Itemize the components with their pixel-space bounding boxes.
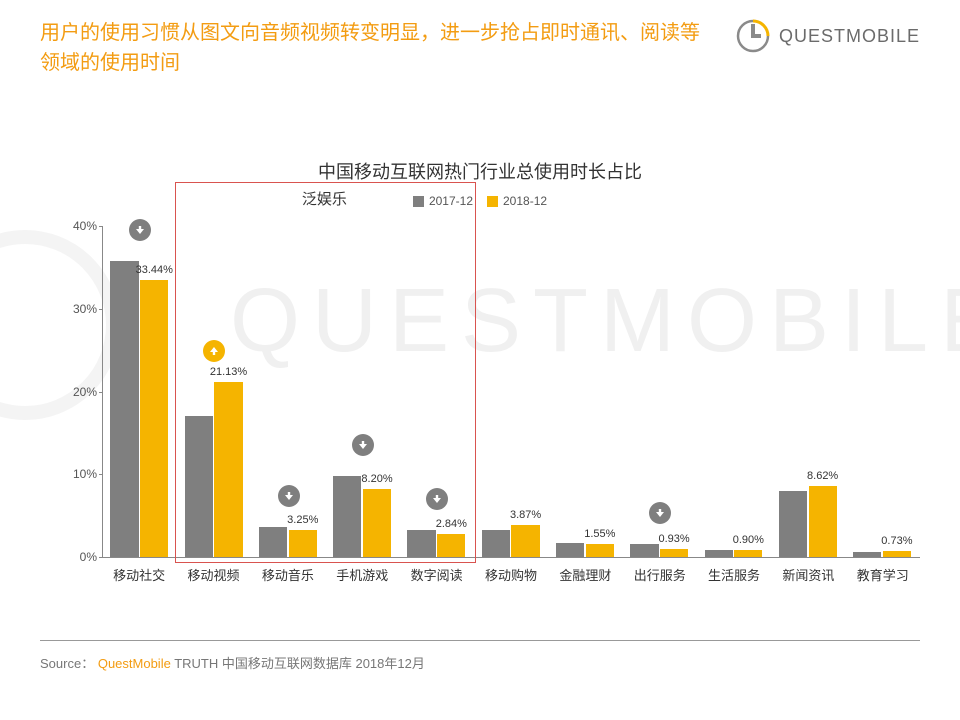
chart-plot: 33.44% 21.13% 3.25% 8.20% 2.84% 3.87% 1.55% 0.9…	[102, 226, 920, 558]
bar-2018	[734, 550, 762, 557]
bar-2017	[185, 416, 213, 557]
category-group: 0.73%	[846, 226, 920, 557]
arrow-down-icon	[129, 219, 151, 241]
bar-value-label: 0.73%	[881, 535, 912, 547]
y-tick-label: 40%	[67, 219, 97, 233]
category-group: 33.44%	[103, 226, 177, 557]
bar-2017	[556, 543, 584, 557]
bar-2018	[437, 534, 465, 558]
bar-value-label: 21.13%	[210, 366, 247, 378]
bars-row: 33.44% 21.13% 3.25% 8.20% 2.84% 3.87% 1.55% 0.9…	[103, 226, 920, 557]
arrow-down-icon	[649, 502, 671, 524]
y-tick-label: 30%	[67, 302, 97, 316]
y-tick-mark	[99, 474, 103, 475]
logo: QUESTMOBILE	[735, 18, 920, 54]
bar-2018	[289, 530, 317, 557]
questmobile-logo-icon	[735, 18, 771, 54]
bar-2017	[110, 261, 138, 557]
bar-2018	[586, 544, 614, 557]
bar-2018	[660, 549, 688, 557]
highlight-label: 泛娱乐	[302, 188, 347, 209]
category-group: 1.55%	[549, 226, 623, 557]
arrow-down-icon	[278, 485, 300, 507]
bar-2018	[214, 382, 242, 557]
chart-title: 中国移动互联网热门行业总使用时长占比	[40, 158, 920, 184]
page-title: 用户的使用习惯从图文向音频视频转变明显，进一步抢占即时通讯、阅读等领域的使用时间	[40, 18, 700, 78]
category-group: 3.87%	[474, 226, 548, 557]
x-axis-label: 移动社交	[102, 565, 176, 584]
bar-value-label: 8.20%	[361, 473, 392, 485]
bar-value-label: 0.93%	[658, 533, 689, 545]
category-group: 8.62%	[771, 226, 845, 557]
x-axis-labels: 移动社交移动视频移动音乐手机游戏数字阅读移动购物金融理财出行服务生活服务新闻资讯…	[102, 565, 920, 584]
legend-item: 2018-12	[487, 194, 547, 208]
bar-2017	[259, 527, 287, 557]
x-axis-label: 移动购物	[474, 565, 548, 584]
x-axis-label: 新闻资讯	[771, 565, 845, 584]
y-tick-mark	[99, 557, 103, 558]
bar-2018	[809, 486, 837, 557]
footer: Source： QuestMobile TRUTH 中国移动互联网数据库 201…	[40, 640, 920, 672]
source-rest: TRUTH 中国移动互联网数据库 2018年12月	[174, 656, 425, 671]
chart-legend: 2017-12 2018-12	[40, 194, 920, 208]
chart-container: 33.44% 21.13% 3.25% 8.20% 2.84% 3.87% 1.55% 0.9…	[70, 226, 920, 596]
bar-value-label: 2.84%	[436, 518, 467, 530]
legend-swatch	[487, 196, 498, 207]
x-axis-label: 数字阅读	[399, 565, 473, 584]
arrow-down-icon	[426, 488, 448, 510]
x-axis-label: 手机游戏	[325, 565, 399, 584]
x-axis-label: 移动视频	[176, 565, 250, 584]
x-axis-label: 金融理财	[548, 565, 622, 584]
bar-value-label: 1.55%	[584, 528, 615, 540]
bar-value-label: 0.90%	[733, 534, 764, 546]
bar-2017	[853, 552, 881, 557]
bar-2017	[482, 530, 510, 557]
bar-2018	[883, 551, 911, 557]
category-group: 8.20%	[326, 226, 400, 557]
y-tick-mark	[99, 226, 103, 227]
source-prefix: Source：	[40, 656, 94, 671]
bar-2017	[630, 544, 658, 557]
x-axis-label: 生活服务	[697, 565, 771, 584]
bar-value-label: 8.62%	[807, 470, 838, 482]
category-group: 0.90%	[697, 226, 771, 557]
x-axis-label: 移动音乐	[251, 565, 325, 584]
y-tick-label: 20%	[67, 385, 97, 399]
y-tick-mark	[99, 392, 103, 393]
bar-2017	[779, 491, 807, 557]
legend-label: 2017-12	[429, 194, 473, 208]
bar-value-label: 3.25%	[287, 514, 318, 526]
category-group: 0.93%	[623, 226, 697, 557]
bar-2017	[333, 476, 361, 557]
bar-2017	[407, 530, 435, 557]
bar-2017	[705, 550, 733, 557]
category-group: 2.84%	[400, 226, 474, 557]
bar-2018	[511, 525, 539, 557]
legend-label: 2018-12	[503, 194, 547, 208]
x-axis-label: 教育学习	[846, 565, 920, 584]
bar-value-label: 3.87%	[510, 509, 541, 521]
source-brand: QuestMobile	[98, 656, 171, 671]
y-tick-label: 10%	[67, 467, 97, 481]
legend-item: 2017-12	[413, 194, 473, 208]
legend-swatch	[413, 196, 424, 207]
logo-text: QUESTMOBILE	[779, 26, 920, 47]
arrow-down-icon	[352, 434, 374, 456]
header: 用户的使用习惯从图文向音频视频转变明显，进一步抢占即时通讯、阅读等领域的使用时间…	[0, 0, 960, 78]
bar-value-label: 33.44%	[136, 264, 173, 276]
bar-2018	[140, 280, 168, 557]
category-group: 3.25%	[252, 226, 326, 557]
x-axis-label: 出行服务	[623, 565, 697, 584]
arrow-up-icon	[203, 340, 225, 362]
y-tick-label: 0%	[67, 550, 97, 564]
category-group: 21.13%	[177, 226, 251, 557]
y-tick-mark	[99, 309, 103, 310]
bar-2018	[363, 489, 391, 557]
chart: 中国移动互联网热门行业总使用时长占比 2017-12 2018-12 33.44…	[40, 158, 920, 596]
